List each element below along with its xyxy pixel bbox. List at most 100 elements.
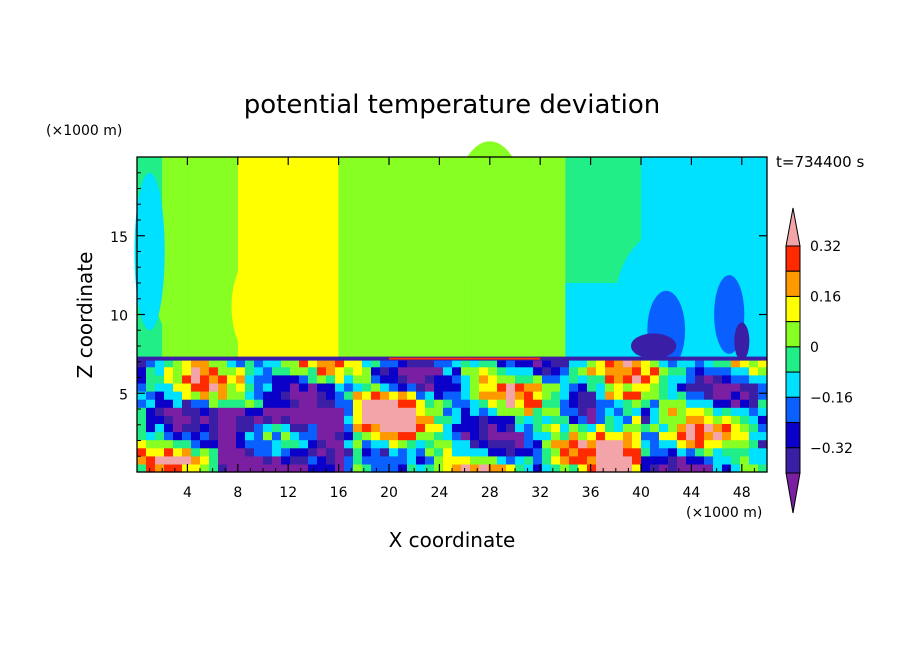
heatmap-cell (686, 439, 696, 449)
heatmap-cell (398, 358, 408, 368)
heatmap-cell (335, 358, 345, 368)
heatmap-cell (200, 463, 210, 473)
heatmap-cell (632, 374, 642, 384)
heatmap-cell (623, 366, 633, 376)
heatmap-cell (245, 439, 255, 449)
heatmap-cell (335, 407, 345, 416)
heatmap-cell (164, 358, 174, 368)
heatmap-cell (722, 463, 732, 473)
heatmap-cell (272, 431, 282, 441)
heatmap-cell (551, 455, 561, 465)
heatmap-cell (380, 439, 390, 449)
heatmap-cell (389, 366, 399, 376)
heatmap-cell (299, 382, 309, 392)
heatmap-cell (290, 415, 300, 424)
heatmap-cell (560, 447, 570, 457)
heatmap-cell (488, 399, 498, 408)
heatmap-cell (380, 391, 390, 400)
heatmap-cell (686, 382, 696, 392)
heatmap-cell (497, 439, 507, 449)
heatmap-cell (506, 374, 516, 384)
heatmap-cell (344, 399, 354, 408)
heatmap-cell (191, 447, 201, 457)
field-region (734, 322, 750, 361)
heatmap-cell (452, 399, 462, 408)
heatmap-cell (173, 366, 183, 376)
heatmap-cell (164, 447, 174, 457)
heatmap-cell (425, 391, 435, 400)
heatmap-cell (389, 431, 399, 441)
heatmap-cell (425, 382, 435, 392)
heatmap-cell (146, 391, 156, 400)
heatmap-cell (164, 439, 174, 449)
heatmap-cell (695, 439, 705, 449)
heatmap-cell (587, 455, 597, 465)
heatmap-cell (317, 463, 327, 473)
heatmap-cell (398, 399, 408, 408)
heatmap-cell (641, 366, 651, 376)
heatmap-cell (506, 431, 516, 441)
y-tick-label: 15 (110, 230, 128, 246)
heatmap-cell (461, 399, 471, 408)
heatmap-cell (263, 374, 273, 384)
heatmap-cell (515, 399, 525, 408)
heatmap-cell (272, 374, 282, 384)
heatmap-cell (470, 374, 480, 384)
heatmap-cell (677, 447, 687, 457)
heatmap-cell (308, 423, 318, 433)
heatmap-cell (344, 366, 354, 376)
heatmap-cell (335, 455, 345, 465)
heatmap-cell (227, 463, 237, 473)
heatmap-cell (281, 455, 291, 465)
heatmap-cell (245, 366, 255, 376)
field-region (452, 141, 528, 299)
heatmap-cell (380, 423, 390, 433)
heatmap-cell (596, 358, 606, 368)
heatmap-cell (740, 391, 750, 400)
heatmap-cell (659, 374, 669, 384)
heatmap-cell (137, 391, 147, 400)
heatmap-cell (596, 431, 606, 441)
heatmap-cell (281, 431, 291, 441)
heatmap-cell (281, 439, 291, 449)
heatmap-cell (641, 455, 651, 465)
heatmap-cell (299, 391, 309, 400)
heatmap-cell (209, 463, 219, 473)
heatmap-cell (191, 455, 201, 465)
heatmap-cell (308, 415, 318, 424)
heatmap-cell (227, 431, 237, 441)
heatmap-cell (731, 407, 741, 416)
heatmap-cell (182, 455, 192, 465)
heatmap-cell (524, 382, 534, 392)
heatmap-cell (515, 374, 525, 384)
heatmap-cell (524, 358, 534, 368)
heatmap-cell (452, 447, 462, 457)
heatmap-cell (479, 382, 489, 392)
heatmap-cell (677, 455, 687, 465)
heatmap-cell (263, 463, 273, 473)
heatmap-cell (434, 455, 444, 465)
heatmap-cell (758, 455, 768, 465)
heatmap-cell (182, 415, 192, 424)
heatmap-cell (461, 423, 471, 433)
heatmap-cell (677, 374, 687, 384)
heatmap-cell (398, 374, 408, 384)
heatmap-cell (470, 423, 480, 433)
heatmap-cell (452, 423, 462, 433)
heatmap-cell (371, 463, 381, 473)
heatmap-cell (254, 439, 264, 449)
heatmap-cell (470, 407, 480, 416)
heatmap-cell (389, 439, 399, 449)
heatmap-cell (335, 366, 345, 376)
heatmap-cell (434, 407, 444, 416)
heatmap-cell (668, 382, 678, 392)
heatmap-cell (596, 455, 606, 465)
heatmap-cell (650, 423, 660, 433)
heatmap-cell (245, 358, 255, 368)
heatmap-cell (605, 407, 615, 416)
heatmap-cell (371, 455, 381, 465)
heatmap-cell (187, 157, 238, 359)
heatmap-cell (281, 447, 291, 457)
heatmap-cell (596, 374, 606, 384)
heatmap-cell (182, 366, 192, 376)
